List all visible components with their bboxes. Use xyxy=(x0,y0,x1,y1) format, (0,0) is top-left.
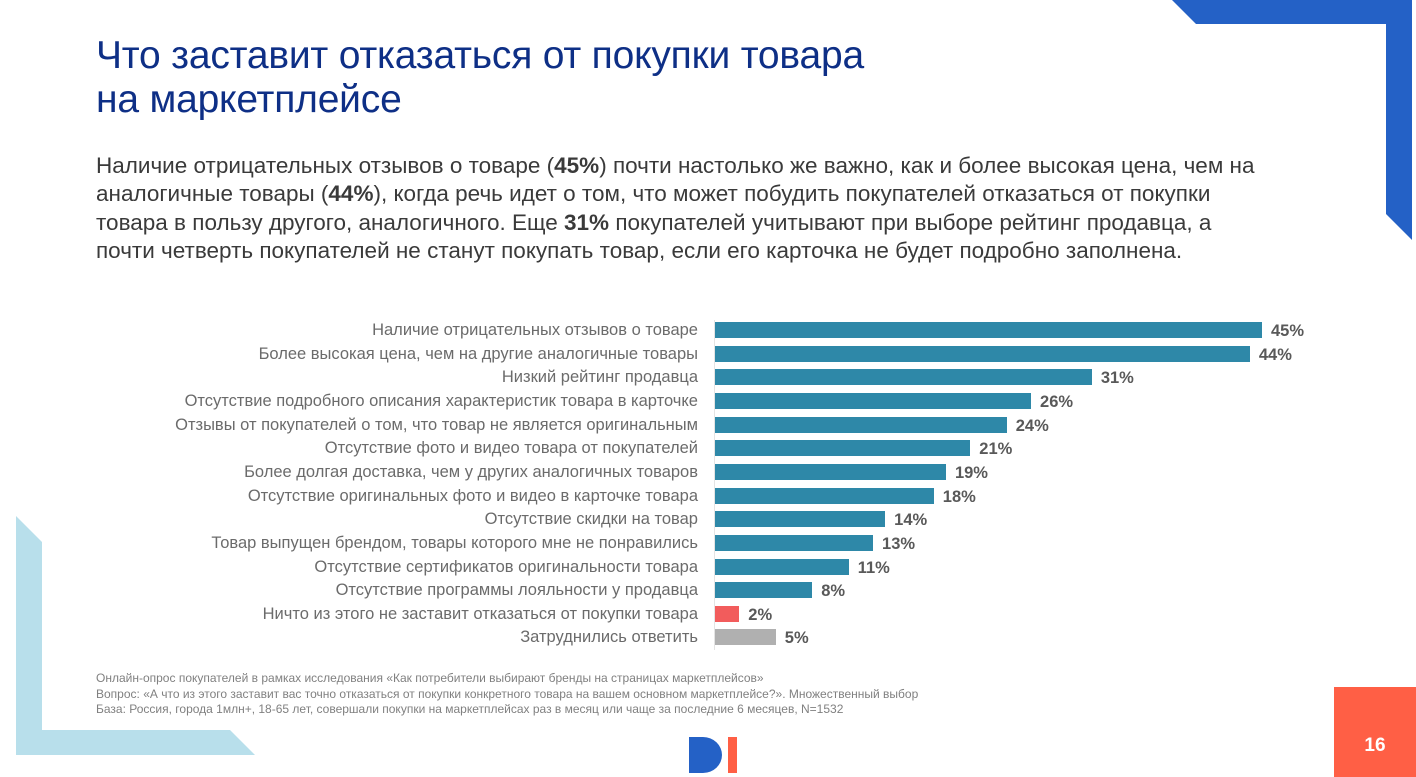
value-label: 14% xyxy=(894,511,928,530)
page-number-badge: 16 xyxy=(1334,687,1416,777)
footnotes: Онлайн-опрос покупателей в рамках исслед… xyxy=(96,671,918,718)
value-label: 24% xyxy=(1015,416,1049,435)
category-label: Отсутствие подробного описания характери… xyxy=(184,391,698,410)
lead-text: Наличие отрицательных отзывов о товаре ( xyxy=(96,153,555,178)
value-label: 19% xyxy=(954,463,988,482)
category-label: Наличие отрицательных отзывов о товаре xyxy=(372,321,698,339)
title-line-1: Что заставит отказаться от покупки товар… xyxy=(96,34,864,77)
footnote-survey: Онлайн-опрос покупателей в рамках исслед… xyxy=(96,671,764,685)
bar xyxy=(715,440,971,457)
value-label: 31% xyxy=(1100,369,1134,388)
category-label: Отсутствие фото и видео товара от покупа… xyxy=(324,439,698,458)
lead-paragraph: Наличие отрицательных отзывов о товаре (… xyxy=(96,152,1276,266)
lead-text: ), когда речь идет о том, что может побу… xyxy=(96,181,1211,235)
bar xyxy=(715,605,740,622)
category-label: Более высокая цена, чем на другие аналог… xyxy=(258,344,698,363)
value-label: 21% xyxy=(979,440,1013,459)
category-label: Отсутствие оригинальных фото и видео в к… xyxy=(247,486,698,505)
category-label: Отсутствие программы лояльности у продав… xyxy=(335,581,698,600)
bar xyxy=(715,511,886,528)
bar xyxy=(715,558,849,575)
category-label: Низкий рейтинг продавца xyxy=(501,368,698,387)
bar xyxy=(715,416,1007,433)
value-label: 44% xyxy=(1258,345,1292,364)
bar xyxy=(715,322,1262,338)
di-logo-icon xyxy=(689,737,737,773)
lead-highlight: 44% xyxy=(328,181,374,207)
bar xyxy=(715,392,1032,409)
category-label: Ничто из этого не заставит отказаться от… xyxy=(262,604,698,623)
top-right-corner-frame xyxy=(1172,0,1412,240)
bar xyxy=(715,369,1092,386)
value-label: 26% xyxy=(1040,392,1074,411)
bar xyxy=(715,629,776,646)
category-axis-line xyxy=(714,320,715,650)
lead-text: покупателей учитывают при выборе рейтинг… xyxy=(96,209,1212,264)
footnote-question: Вопрос: «А что из этого заставит вас точ… xyxy=(96,686,919,701)
bar-chart: Наличие отрицательных отзывов о товаре 45… xyxy=(175,320,1305,650)
value-label: 11% xyxy=(857,558,890,577)
value-label: 5% xyxy=(784,629,809,648)
lead-highlight: 31% xyxy=(564,209,610,235)
lead-highlight: 45% xyxy=(554,153,600,178)
category-label: Затруднились ответить xyxy=(520,628,698,647)
value-label: 45% xyxy=(1271,322,1305,340)
bar xyxy=(715,534,874,551)
category-label: Товар выпущен брендом, товары которого м… xyxy=(211,533,698,552)
bottom-left-corner-frame xyxy=(16,516,255,755)
title-line-2: на маркетплейсе xyxy=(96,78,402,121)
value-label: 2% xyxy=(748,605,773,624)
page-number: 16 xyxy=(1364,735,1386,756)
footnote-base: База: Россия, города 1млн+, 18-65 лет, с… xyxy=(96,702,844,716)
bar xyxy=(715,345,1250,362)
value-label: 8% xyxy=(821,582,846,601)
value-label: 13% xyxy=(882,534,916,553)
category-label: Отзывы от покупателей о том, что товар н… xyxy=(175,415,698,434)
bar xyxy=(715,582,813,599)
bar xyxy=(715,463,946,480)
value-label: 18% xyxy=(942,487,976,506)
slide-title: Что заставит отказаться от покупки товар… xyxy=(96,34,864,122)
category-label: Отсутствие скидки на товар xyxy=(484,510,698,529)
bar xyxy=(715,487,934,504)
category-label: Более долгая доставка, чем у других анал… xyxy=(244,462,698,481)
lead-text: ) почти настолько же важно, как и более … xyxy=(96,153,1255,207)
category-label: Отсутствие сертификатов оригинальности т… xyxy=(314,557,698,576)
